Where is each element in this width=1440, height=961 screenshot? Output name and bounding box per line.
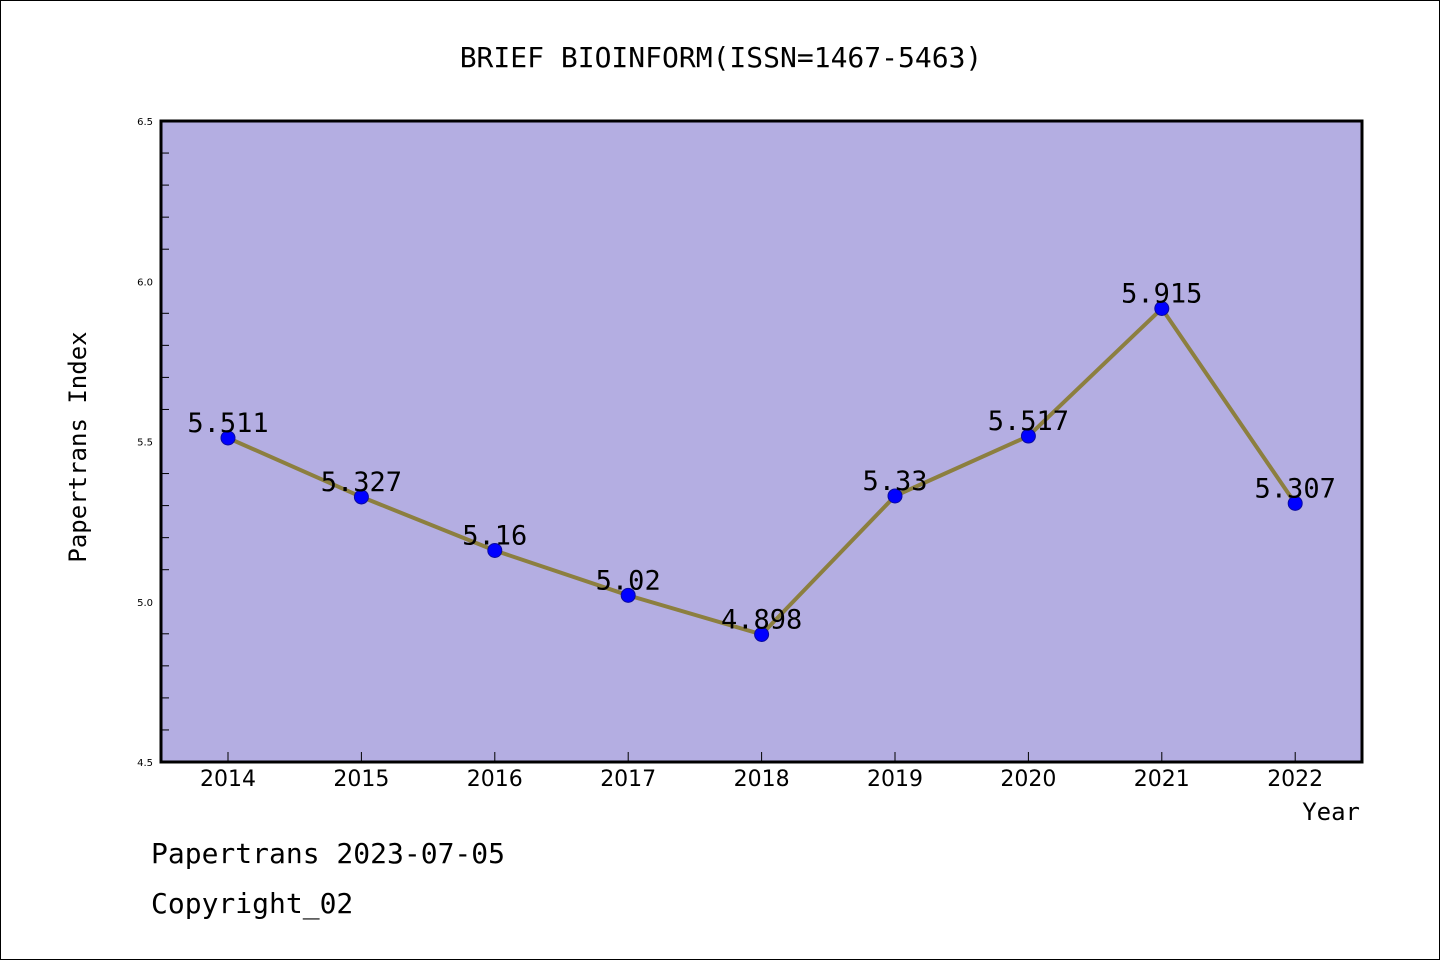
- data-label: 4.898: [721, 604, 802, 635]
- data-label: 5.511: [187, 408, 268, 439]
- x-tick-label: 2015: [333, 767, 389, 792]
- y-tick-label: 6.0: [137, 277, 153, 288]
- data-label: 5.327: [321, 467, 402, 498]
- data-label: 5.517: [988, 406, 1069, 437]
- x-tick-label: 2020: [1000, 767, 1056, 792]
- plot-border: [159, 119, 1364, 764]
- x-tick-label: 2022: [1267, 767, 1323, 792]
- data-point: [1020, 428, 1036, 444]
- footer-date: Papertrans 2023-07-05: [151, 837, 506, 870]
- x-tick-label: 2016: [467, 767, 523, 792]
- y-axis-label: Papertrans Index: [64, 331, 92, 562]
- data-point: [1154, 300, 1170, 316]
- x-tick-label: 2014: [200, 767, 256, 792]
- data-label: 5.307: [1255, 473, 1336, 504]
- axis-ticks: 4.5 5.0 5.5 6.0 6.5 2014 2015 2016 2017 2018 2019 2…: [137, 117, 1323, 792]
- y-tick-label: 4.5: [137, 758, 153, 769]
- data-label: 5.16: [462, 520, 527, 551]
- data-point: [754, 626, 770, 642]
- plot-area: [161, 121, 1362, 762]
- x-tick-label: 2021: [1134, 767, 1190, 792]
- series-layer: 5.511 5.327 5.16 5.02 4.898 5.33 5.517 5.915 5.3…: [187, 278, 1336, 642]
- x-tick-label: 2018: [734, 767, 790, 792]
- y-tick-label: 5.5: [137, 438, 153, 449]
- data-point: [620, 587, 636, 603]
- data-label: 5.02: [596, 565, 661, 596]
- x-axis-label: Year: [1302, 798, 1360, 826]
- footer-copyright: Copyright_02: [151, 887, 354, 920]
- data-point: [487, 542, 503, 558]
- data-label: 5.33: [862, 466, 927, 497]
- data-point: [220, 430, 236, 446]
- y-tick-label: 6.5: [137, 117, 153, 128]
- data-point: [1287, 495, 1303, 511]
- chart-title: BRIEF BIOINFORM(ISSN=1467-5463): [460, 41, 983, 74]
- data-point: [887, 488, 903, 504]
- x-tick-label: 2017: [600, 767, 656, 792]
- data-point: [353, 489, 369, 505]
- x-tick-label: 2019: [867, 767, 923, 792]
- y-tick-label: 5.0: [137, 598, 153, 609]
- data-label: 5.915: [1121, 278, 1202, 309]
